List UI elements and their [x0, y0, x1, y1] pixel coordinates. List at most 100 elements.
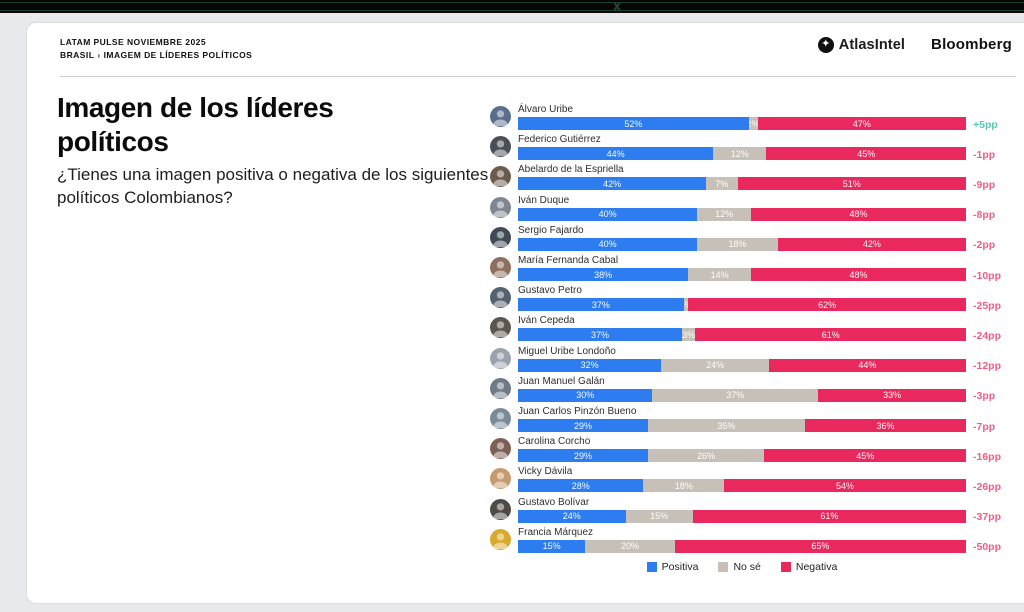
- bar-positive-label: 29%: [573, 420, 592, 431]
- bar-negative: 61%: [692, 509, 966, 523]
- net-pp: -26pp: [973, 480, 1002, 493]
- leader-row: Abelardo de la Espriella 42% 7% 51% -9pp: [490, 164, 1024, 194]
- leader-name: Juan Manuel Galán: [518, 375, 605, 387]
- bar-positive: 52%: [518, 117, 749, 130]
- bar-nose-label: 1%: [684, 300, 688, 310]
- bar-nose-label: 15%: [650, 511, 669, 522]
- bar-negative-label: 33%: [883, 390, 902, 401]
- bar-nose-label: 35%: [717, 420, 736, 431]
- stacked-bar: 24% 15% 61%: [518, 509, 966, 523]
- leader-name: Miguel Uribe Londoño: [518, 345, 616, 357]
- bar-positive: 29%: [518, 419, 648, 432]
- bar-positive-label: 40%: [598, 209, 617, 220]
- person-silhouette-icon: [493, 230, 508, 247]
- bar-nose-label: 12%: [715, 209, 734, 220]
- net-pp: -2pp: [973, 239, 996, 252]
- person-silhouette-icon: [493, 381, 508, 398]
- page-title: Imagen de los líderes políticos: [57, 92, 334, 157]
- bar-positive: 28%: [518, 479, 644, 493]
- bar-nose: 20%: [585, 539, 675, 553]
- breadcrumb: BRASIL › IMAGEM DE LÍDERES POLÍTICOS: [60, 50, 252, 60]
- header-divider: [60, 76, 1016, 77]
- net-pp: -10pp: [973, 269, 1002, 282]
- stacked-bar-chart: Álvaro Uribe 52% 2% 47% +5pp Federico Gu…: [490, 104, 1024, 559]
- bar-positive-label: 28%: [571, 480, 590, 491]
- topbar-accent-line: [0, 10, 1024, 11]
- bar-negative: 48%: [750, 207, 967, 221]
- leader-avatar: [490, 377, 511, 399]
- bar-positive-label: 37%: [591, 299, 610, 310]
- bar-negative-label: 45%: [856, 450, 875, 461]
- bar-negative: 61%: [695, 328, 967, 342]
- bar-nose-label: 24%: [706, 360, 725, 371]
- bar-nose-label: 2%: [748, 118, 758, 129]
- stacked-bar: 52% 2% 47%: [518, 117, 966, 130]
- leader-name: Iván Duque: [518, 194, 570, 206]
- leader-name: Vicky Dávila: [518, 466, 573, 478]
- leader-avatar: [490, 468, 511, 490]
- leader-row: Sergio Fajardo 40% 18% 42% -2pp: [490, 225, 1024, 255]
- net-pp: -37pp: [973, 511, 1002, 524]
- leader-avatar: [490, 317, 511, 339]
- topbar-accent-line: [0, 2, 1024, 3]
- bar-nose-label: 18%: [674, 480, 693, 491]
- bar-negative: 36%: [804, 419, 966, 432]
- bar-negative: 45%: [766, 147, 967, 161]
- bar-nose: 12%: [713, 147, 767, 161]
- atlasintel-logo[interactable]: ✦ AtlasIntel: [817, 36, 906, 53]
- leader-name: Carolina Corcho: [518, 436, 591, 448]
- bar-positive-label: 42%: [603, 178, 622, 189]
- bar-positive-label: 24%: [562, 511, 581, 522]
- net-pp: -9pp: [973, 178, 996, 191]
- person-silhouette-icon: [493, 170, 508, 187]
- legend-item-nose: No sé: [718, 561, 761, 573]
- leader-name: Federico Gutiérrez: [518, 134, 601, 146]
- bar-negative-label: 51%: [842, 178, 861, 189]
- leader-name: Gustavo Bolívar: [518, 496, 590, 508]
- bar-negative: 65%: [674, 539, 966, 553]
- bar-negative-label: 48%: [849, 269, 868, 280]
- net-pp: -12pp: [973, 360, 1002, 373]
- report-kicker: LATAM PULSE NOVIEMBRE 2025: [60, 37, 206, 47]
- stacked-bar: 29% 26% 45%: [518, 449, 966, 463]
- stacked-bar: 38% 14% 48%: [518, 268, 966, 281]
- person-silhouette-icon: [493, 532, 508, 549]
- bar-nose: 37%: [652, 388, 819, 402]
- bar-negative-label: 44%: [858, 360, 877, 371]
- leader-name: Francia Márquez: [518, 526, 594, 538]
- bar-nose: 24%: [661, 358, 769, 372]
- bar-positive: 44%: [518, 147, 714, 161]
- legend-label-nose: No sé: [733, 561, 761, 573]
- atlasintel-wordmark: AtlasIntel: [838, 36, 906, 53]
- stacked-bar: 29% 35% 36%: [518, 419, 966, 432]
- survey-question: ¿Tienes una imagen positiva o negativa d…: [57, 165, 489, 207]
- legend-swatch-negativa: [780, 562, 791, 572]
- bar-nose: 26%: [647, 449, 765, 463]
- leader-row: Francia Márquez 15% 20% 65% -50pp: [490, 527, 1024, 557]
- bar-positive-label: 40%: [598, 239, 617, 250]
- leader-row: Vicky Dávila 28% 18% 54% -26pp: [490, 466, 1024, 496]
- stacked-bar: 44% 12% 45%: [518, 147, 967, 161]
- net-pp: -24pp: [973, 329, 1002, 342]
- net-pp: +5pp: [973, 118, 998, 131]
- bar-positive: 30%: [518, 388, 653, 402]
- bar-positive: 38%: [518, 268, 689, 281]
- leader-name: María Fernanda Cabal: [518, 255, 619, 266]
- bar-positive-label: 38%: [594, 269, 613, 280]
- bar-nose: 12%: [697, 207, 751, 221]
- stacked-bar: 40% 18% 42%: [518, 237, 966, 251]
- bar-nose-label: 12%: [730, 148, 749, 159]
- bar-positive: 40%: [518, 207, 698, 221]
- bar-positive-label: 44%: [606, 148, 625, 159]
- person-silhouette-icon: [493, 261, 508, 278]
- bloomberg-logo[interactable]: Bloomberg: [931, 36, 1012, 53]
- net-pp: -50pp: [973, 541, 1002, 554]
- bar-nose: 18%: [697, 237, 778, 251]
- leader-avatar: [490, 528, 511, 550]
- person-silhouette-icon: [493, 200, 508, 217]
- brand-logos: ✦ AtlasIntel Bloomberg: [817, 36, 1012, 53]
- bar-positive-label: 32%: [580, 360, 599, 371]
- breadcrumb-page: IMAGEM DE LÍDERES POLÍTICOS: [103, 50, 253, 60]
- leader-row: Juan Carlos Pinzón Bueno 29% 35% 36% -7p…: [490, 406, 1024, 436]
